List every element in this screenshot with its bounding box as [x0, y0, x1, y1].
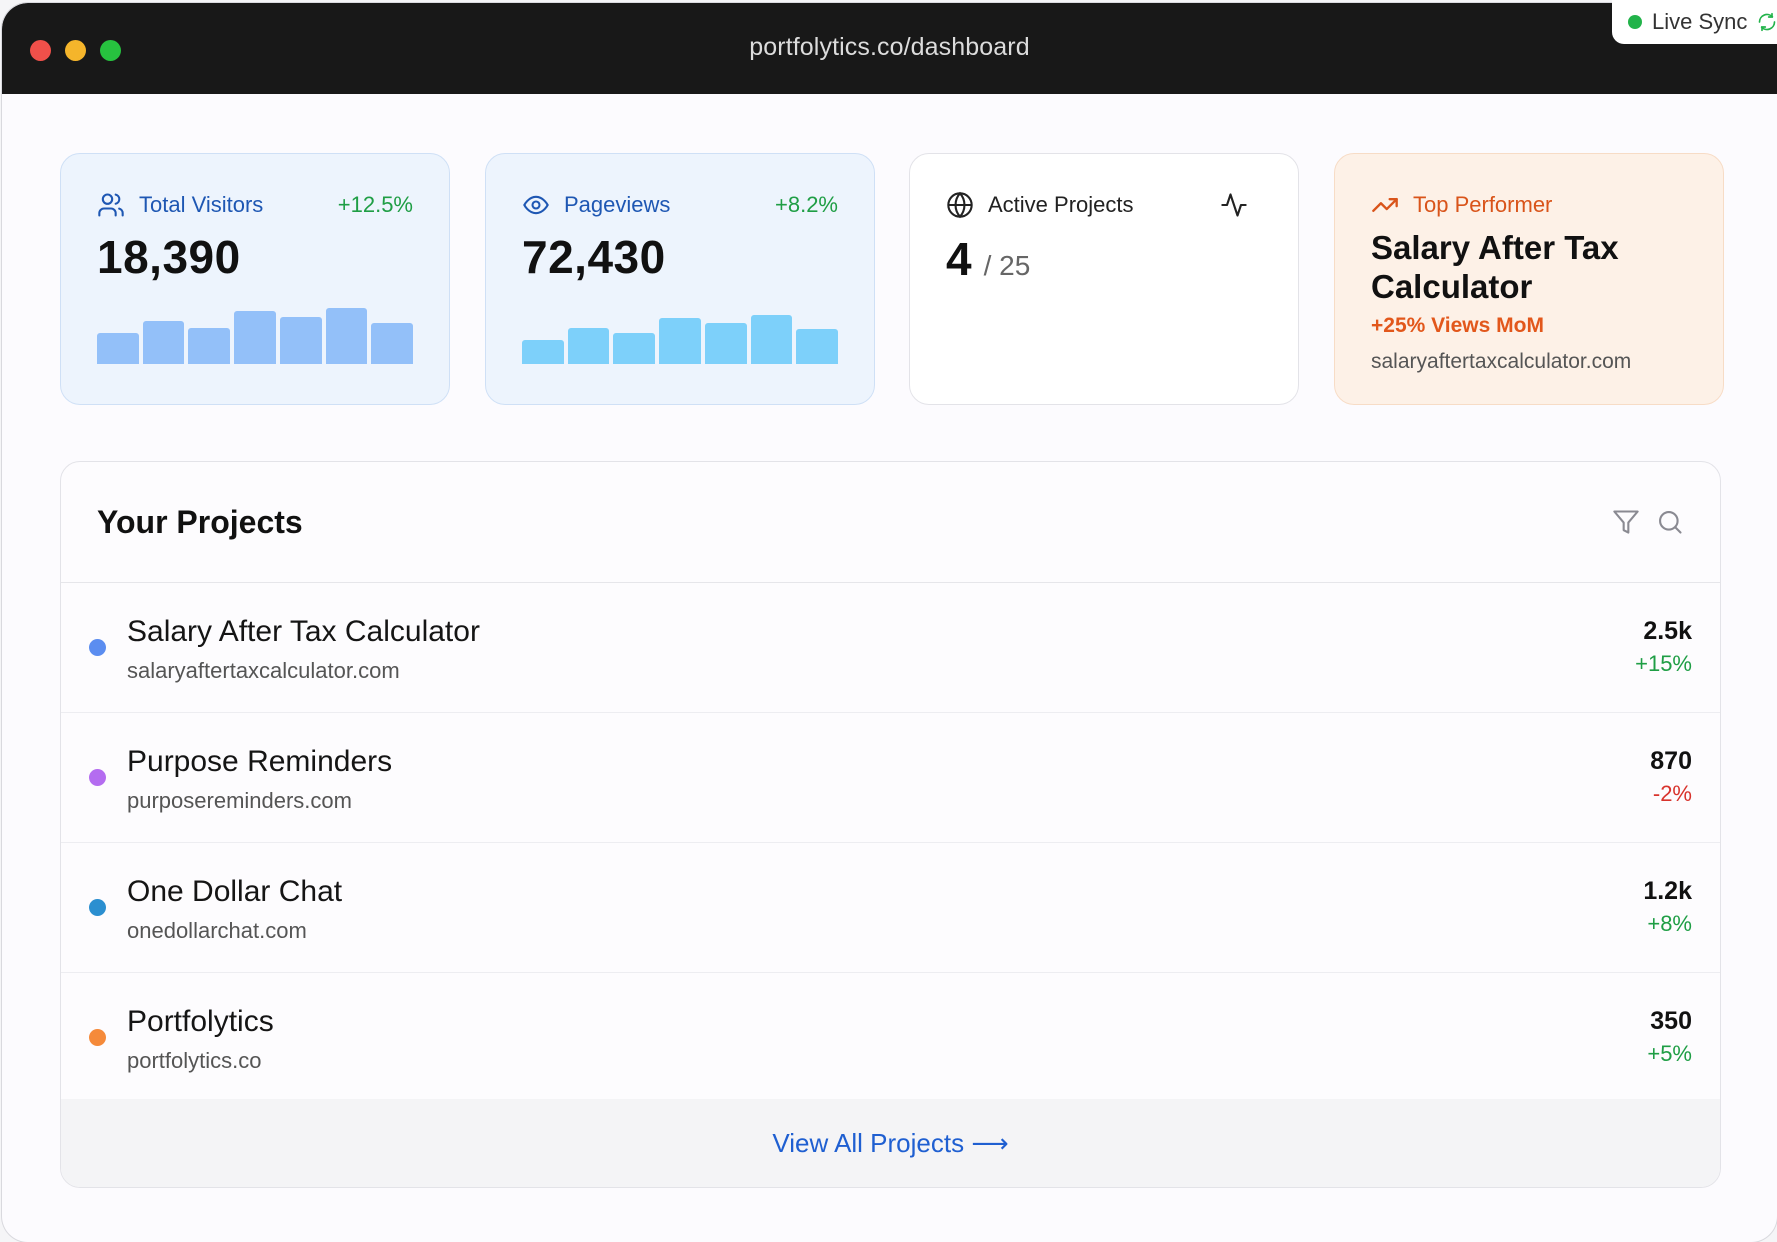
active-projects-total: / 25: [983, 250, 1031, 281]
eye-icon: [523, 195, 549, 215]
trending-up-icon: [1372, 198, 1398, 212]
sparkbar: [325, 308, 368, 364]
project-change: +5%: [1647, 1041, 1692, 1066]
users-icon: [98, 193, 124, 217]
live-sync-indicator[interactable]: Live Sync: [1612, 0, 1777, 44]
total-visitors-card[interactable]: Total Visitors +12.5% 18,390: [60, 153, 450, 405]
project-color-dot: [89, 1029, 106, 1046]
top-performer-title: Salary After Tax Calculator: [1371, 229, 1619, 305]
top-performer-label: Top Performer: [1413, 192, 1553, 217]
active-projects-label: Active Projects: [988, 192, 1134, 217]
project-change: -2%: [1652, 781, 1692, 806]
live-sync-label: Live Sync: [1652, 9, 1748, 34]
live-status-dot: [1628, 15, 1642, 29]
sparkbar: [522, 339, 564, 364]
project-row[interactable]: Purpose Reminders purposereminders.com 8…: [61, 713, 1720, 843]
sparkbar: [188, 327, 231, 364]
top-performer-growth: +25% Views MoM: [1371, 314, 1544, 337]
pageviews-sparkbars: [522, 294, 839, 364]
project-domain: purposereminders.com: [127, 788, 352, 813]
pageviews-value: 72,430: [522, 231, 666, 283]
sparkbar: [142, 320, 185, 364]
projects-panel: Your Projects Salary After Tax Calculato…: [60, 461, 1721, 1188]
filter-icon[interactable]: [1612, 508, 1640, 536]
close-window-button[interactable]: [30, 40, 51, 61]
top-performer-card[interactable]: Top Performer Salary After Tax Calculato…: [1334, 153, 1724, 405]
total-visitors-delta: +12.5%: [337, 192, 413, 217]
project-views: 350: [1650, 1007, 1692, 1035]
globe-icon: [947, 191, 973, 219]
maximize-window-button[interactable]: [100, 40, 121, 61]
project-views: 870: [1650, 747, 1692, 775]
refresh-icon: [1759, 12, 1776, 32]
search-icon[interactable]: [1656, 508, 1684, 536]
project-row[interactable]: Salary After Tax Calculator salaryaftert…: [61, 583, 1720, 713]
pageviews-label: Pageviews: [564, 192, 671, 217]
title-bar: portfolytics.co/dashboard: [2, 3, 1777, 94]
project-row[interactable]: One Dollar Chat onedollarchat.com 1.2k +…: [61, 843, 1720, 973]
sparkbar: [750, 315, 793, 364]
active-projects-count: 4: [946, 233, 972, 285]
project-name: Portfolytics: [127, 1005, 274, 1038]
project-change: +15%: [1635, 651, 1692, 676]
project-views: 2.5k: [1643, 617, 1692, 645]
project-name: Salary After Tax Calculator: [127, 615, 480, 648]
sparkbar: [371, 323, 414, 364]
project-domain: salaryaftertaxcalculator.com: [127, 658, 400, 683]
pageviews-delta: +8.2%: [775, 192, 838, 217]
top-performer-domain: salaryaftertaxcalculator.com: [1371, 350, 1632, 373]
pageviews-card[interactable]: Pageviews +8.2% 72,430: [485, 153, 875, 405]
view-all-projects-link[interactable]: View All Projects ⟶: [772, 1127, 1009, 1158]
sparkbar: [659, 317, 701, 364]
activity-pulse-icon[interactable]: [1220, 191, 1248, 219]
sparkbar: [704, 323, 747, 364]
sparkbar: [279, 317, 322, 364]
sparkbar: [567, 327, 610, 364]
browser-window: portfolytics.co/dashboard Total Visitors…: [2, 3, 1777, 1242]
project-change: +8%: [1647, 911, 1692, 936]
active-projects-card[interactable]: Active Projects 4 / 25: [909, 153, 1299, 405]
projects-footer: View All Projects ⟶: [61, 1099, 1720, 1187]
project-color-dot: [89, 769, 106, 786]
sparkbar: [796, 329, 839, 364]
project-name: One Dollar Chat: [127, 875, 343, 908]
minimize-window-button[interactable]: [65, 40, 86, 61]
project-color-dot: [89, 639, 106, 656]
project-color-dot: [89, 899, 106, 916]
project-row[interactable]: Portfolytics portfolytics.co 350 +5%: [61, 973, 1720, 1103]
projects-title: Your Projects: [97, 503, 303, 540]
project-domain: portfolytics.co: [127, 1048, 262, 1073]
project-views: 1.2k: [1643, 877, 1692, 905]
sparkbar: [234, 310, 276, 364]
project-name: Purpose Reminders: [127, 745, 393, 778]
visitors-sparkbars: [97, 294, 414, 364]
project-domain: onedollarchat.com: [127, 918, 307, 943]
total-visitors-label: Total Visitors: [139, 192, 264, 217]
url-text[interactable]: portfolytics.co/dashboard: [749, 33, 1030, 61]
sparkbar: [613, 333, 656, 364]
total-visitors-value: 18,390: [97, 231, 241, 283]
sparkbar: [97, 333, 139, 364]
